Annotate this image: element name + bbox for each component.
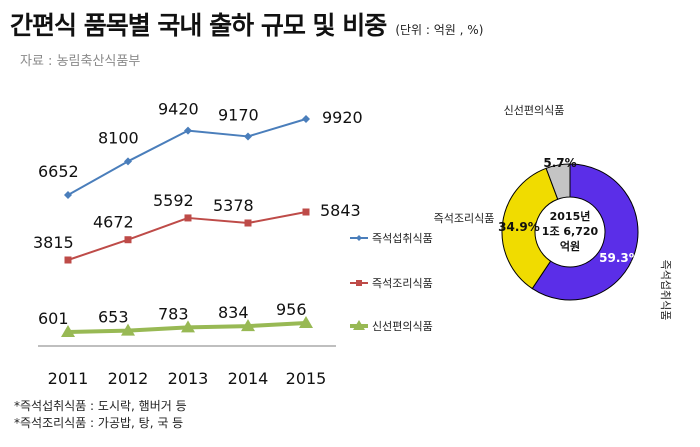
data-label: 9920 [322,108,363,127]
data-point-marker [241,319,255,332]
data-point-marker [184,214,192,222]
footnote-instant-eat: *즉석섭취식품 : 도시락, 햄버거 등 [14,399,187,413]
data-point-marker [124,236,132,244]
pie-category-label: 즉석조리식품 [434,212,495,225]
data-point-marker [302,115,310,123]
data-label: 783 [158,304,189,323]
data-point-marker [61,325,75,337]
data-label: 956 [276,300,307,319]
data-point-marker [299,316,313,328]
data-label: 5592 [153,191,194,210]
data-point-marker [244,219,252,227]
data-label: 834 [218,303,249,322]
x-tick-label: 2015 [286,369,327,388]
pie-category-label: 즉석섭취식품 [659,260,672,321]
legend-marker [353,320,365,330]
pie-category-label: 신선편의식품 [504,104,565,117]
pie-center-label: 1조 6,720 [542,225,599,238]
x-tick-label: 2011 [48,369,89,388]
data-point-marker [121,323,135,336]
chart-title: 간편식 품목별 국내 출하 규모 및 비중 (단위 : 억원 , %) [10,6,483,42]
x-tick-label: 2012 [108,369,149,388]
data-point-marker [124,157,132,166]
pie-slice-label: 34.9% [498,220,540,234]
pie-slice-3 [545,163,571,200]
data-label: 4672 [93,213,134,232]
data-label: 9170 [218,105,259,124]
legend-label: 신선편의식품 [372,320,433,333]
data-label: 9420 [158,100,199,119]
pie-slice-label: 59.3% [599,251,641,265]
legend-label: 즉석조리식품 [372,277,433,290]
data-label: 653 [98,308,129,327]
title-text: 간편식 품목별 국내 출하 규모 및 비중 [10,11,387,40]
footnote-instant-cook: *즉석조리식품 : 가공밥, 탕, 국 등 [14,416,184,430]
legend-marker [356,280,362,286]
data-label: 8100 [98,128,139,147]
pie-center-label: 억원 [560,239,580,253]
data-point-marker [64,191,72,199]
unit-label: (단위 : 억원 , %) [395,23,484,37]
pie-slice-2 [501,167,559,290]
data-label: 601 [38,309,69,328]
data-point-marker [244,132,252,141]
x-tick-label: 2013 [168,369,209,388]
data-point-marker [184,126,192,135]
data-label: 6652 [38,162,79,181]
data-label: 5843 [320,201,361,220]
data-point-marker [302,208,310,216]
pie-slice-1 [531,163,639,301]
data-label: 3815 [33,233,74,252]
x-tick-label: 2014 [228,369,269,388]
source-label: 자료 : 농림축산식품부 [20,54,141,69]
pie-slice-label: 5.7% [543,156,576,170]
data-label: 5378 [213,196,254,215]
pie-center-label: 2015년 [550,209,591,223]
legend-marker [356,235,362,241]
legend-label: 즉석섭취식품 [372,232,433,245]
data-point-marker [64,256,72,264]
data-point-marker [181,320,195,333]
